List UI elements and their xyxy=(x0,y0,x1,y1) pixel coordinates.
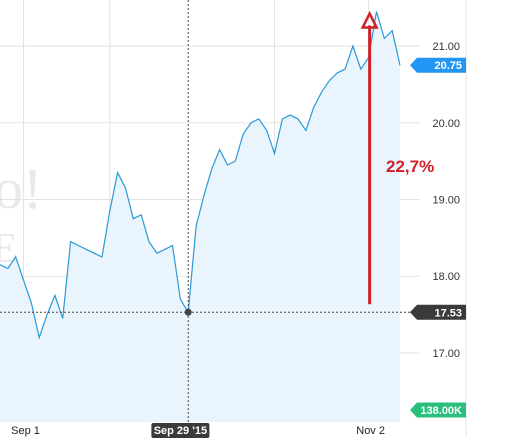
last-price-badge-bg xyxy=(410,57,466,73)
last-volume-value: 138.00K xyxy=(420,405,462,417)
x-tick-label: Sep 29 '15 xyxy=(154,425,207,437)
x-tick-label: Sep 1 xyxy=(11,425,40,437)
volume-badge-bg xyxy=(410,402,466,418)
y-tick-label: 21.00 xyxy=(432,41,460,53)
last-price-badge: 20.75 xyxy=(410,57,466,73)
last-price-value: 20.75 xyxy=(434,60,462,72)
y-tick-label: 20.00 xyxy=(432,118,460,130)
change-annotation: 22,7% xyxy=(360,10,434,305)
crosshair-price-value: 17.53 xyxy=(434,307,462,319)
x-axis: Sep 1 Sep 29 '15 Nov 2 xyxy=(11,423,385,438)
y-tick-label: 17.00 xyxy=(432,348,460,360)
crosshair-date-badge xyxy=(151,423,210,438)
volume-badge: 138.00K xyxy=(410,402,466,418)
svg-text:o!: o! xyxy=(0,156,42,221)
annotation-label: 22,7% xyxy=(386,157,434,176)
crosshair xyxy=(0,0,412,424)
y-tick-label: 19.00 xyxy=(432,194,460,206)
y-tick-label: 18.00 xyxy=(432,271,460,283)
x-tick-label: Nov 2 xyxy=(356,425,385,437)
y-axis: 21.00 20.00 19.00 18.00 17.00 xyxy=(432,41,460,360)
crosshair-point xyxy=(184,308,192,316)
watermark-logo: o! E xyxy=(0,156,42,272)
crosshair-price-badge-bg xyxy=(410,304,466,320)
crosshair-price-badge: 17.53 xyxy=(410,304,466,320)
price-area xyxy=(0,11,400,422)
annotation-arrow-head xyxy=(360,10,379,29)
price-line xyxy=(0,11,401,340)
